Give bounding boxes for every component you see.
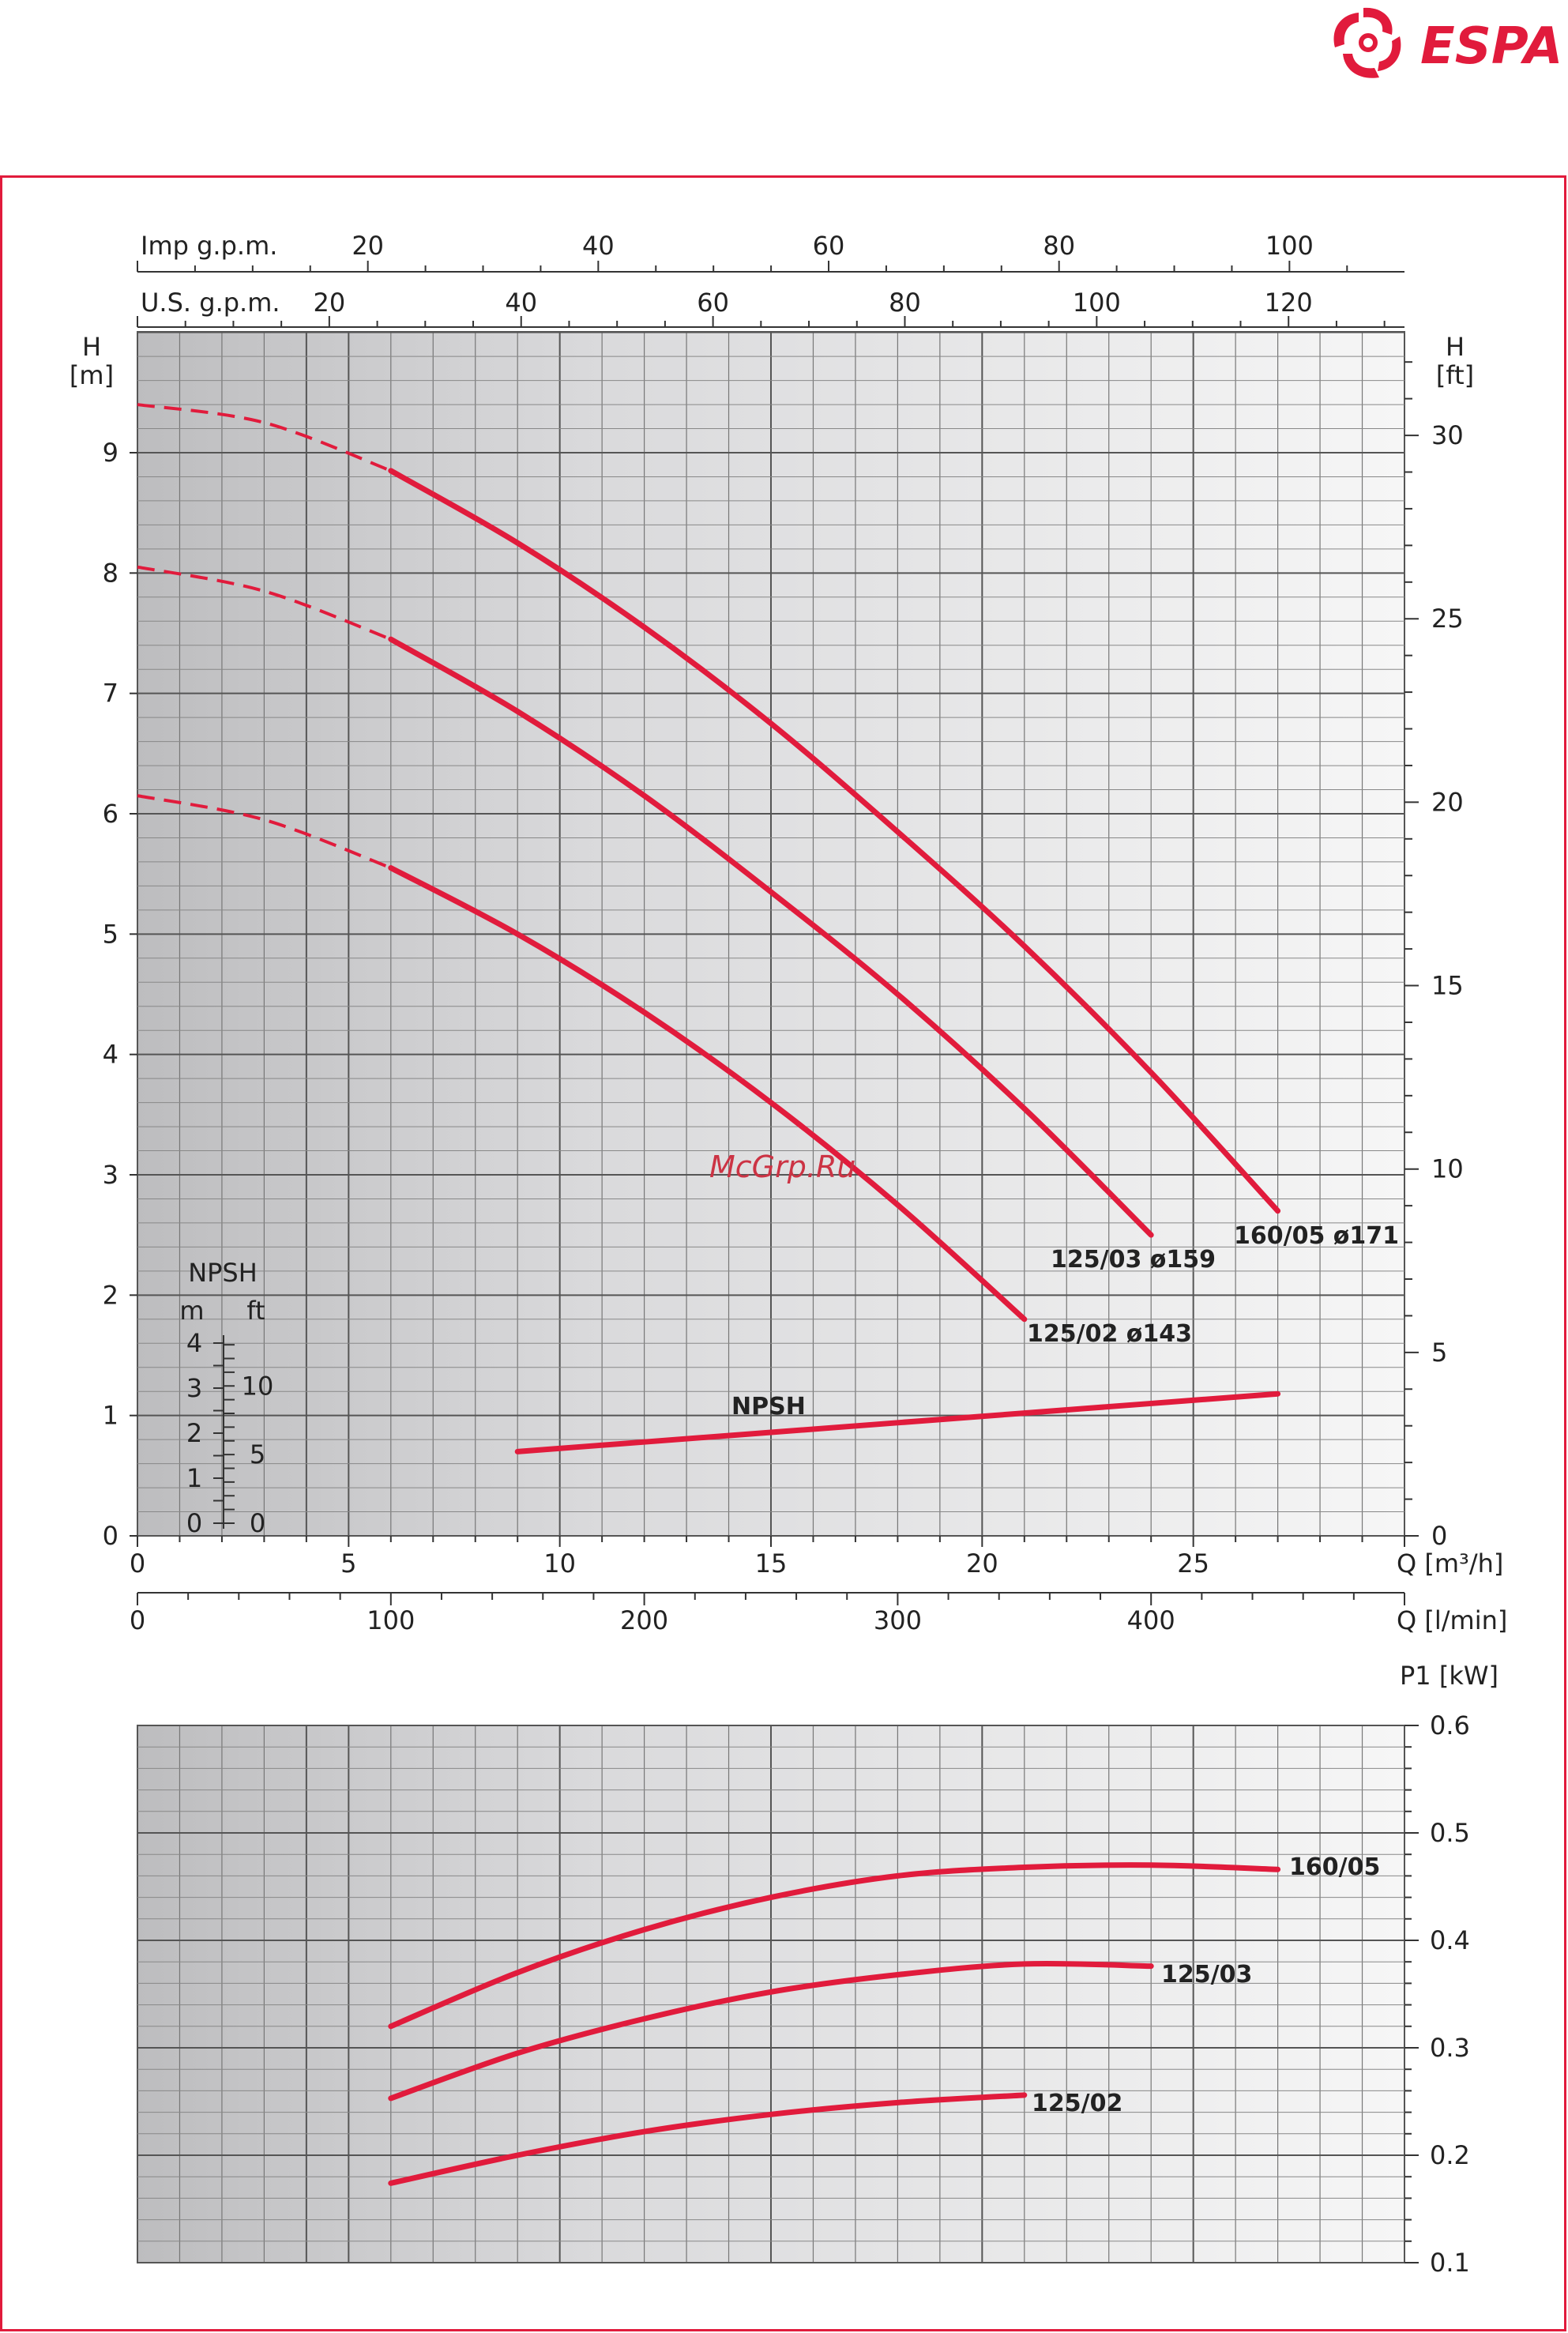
y-left-tick-label: 2 xyxy=(103,1280,118,1310)
lmin-tick-label: 300 xyxy=(874,1605,922,1635)
y-left-axis-unit: [m] xyxy=(70,360,114,390)
x-axis-title: Q [m³/h] xyxy=(1397,1548,1503,1579)
npsh-m-tick-label: 3 xyxy=(186,1373,202,1403)
npsh-curve xyxy=(514,1390,1281,1454)
us-gpm-tick-label: 20 xyxy=(314,288,346,318)
series-label: 160/05 ø171 xyxy=(1234,1222,1399,1250)
power-y-tick-label: 0.2 xyxy=(1430,2140,1470,2170)
y-left-tick-label: 0 xyxy=(103,1521,118,1551)
y-left-tick-label: 8 xyxy=(103,558,118,588)
power-y-tick-label: 0.4 xyxy=(1430,1925,1470,1955)
x-tick-label: 5 xyxy=(340,1548,356,1579)
us-gpm-axis-title: U.S. g.p.m. xyxy=(141,288,280,318)
series-label: 160/05 xyxy=(1289,1853,1380,1881)
watermark: McGrp.Ru xyxy=(709,1150,855,1184)
series-label: NPSH xyxy=(731,1393,806,1420)
espa-logo: ESPA xyxy=(1333,7,1562,78)
power-y-axis-title: P1 [kW] xyxy=(1400,1661,1498,1691)
npsh-scale-title: NPSH xyxy=(188,1258,258,1288)
lmin-axis-title: Q [l/min] xyxy=(1397,1605,1507,1635)
imp-gpm-tick-label: 100 xyxy=(1265,231,1314,261)
head-curve-dashed xyxy=(137,794,392,870)
us-gpm-tick-label: 100 xyxy=(1073,288,1121,318)
imp-gpm-axis-title: Imp g.p.m. xyxy=(141,231,277,261)
y-right-tick-label: 30 xyxy=(1431,420,1464,450)
chart-frame xyxy=(0,175,1566,2331)
lmin-tick-label: 400 xyxy=(1127,1605,1175,1635)
power-curve xyxy=(388,2092,1028,2186)
x-tick-label: 0 xyxy=(130,1548,145,1579)
power-y-tick-label: 0.1 xyxy=(1430,2248,1470,2278)
y-left-tick-label: 9 xyxy=(103,438,118,468)
lmin-tick-label: 100 xyxy=(367,1605,415,1635)
head-curve xyxy=(388,865,1028,1323)
npsh-ft-tick-label: 5 xyxy=(250,1439,265,1469)
y-right-tick-label: 25 xyxy=(1431,604,1464,634)
power-curve xyxy=(388,1960,1154,2102)
y-left-tick-label: 4 xyxy=(103,1040,118,1070)
impeller-icon xyxy=(1333,7,1401,78)
npsh-scale-m-label: m xyxy=(179,1296,204,1326)
y-left-tick-label: 1 xyxy=(103,1401,118,1431)
npsh-scale-ft-label: ft xyxy=(246,1296,265,1326)
us-gpm-tick-label: 60 xyxy=(697,288,729,318)
x-tick-label: 10 xyxy=(543,1548,576,1579)
y-left-tick-label: 7 xyxy=(103,679,118,709)
imp-gpm-tick-label: 20 xyxy=(352,231,384,261)
series-label: 125/03 ø159 xyxy=(1051,1246,1216,1274)
imp-gpm-tick-label: 60 xyxy=(813,231,845,261)
y-right-tick-label: 15 xyxy=(1431,971,1464,1001)
y-left-tick-label: 5 xyxy=(103,919,118,949)
power-curve xyxy=(388,1862,1281,2030)
x-tick-label: 25 xyxy=(1177,1548,1209,1579)
lmin-tick-label: 0 xyxy=(130,1605,145,1635)
head-curve-dashed xyxy=(137,403,392,472)
npsh-ft-tick-label: 10 xyxy=(242,1371,274,1401)
us-gpm-tick-label: 120 xyxy=(1265,288,1313,318)
npsh-m-tick-label: 0 xyxy=(186,1508,202,1538)
npsh-ft-tick-label: 0 xyxy=(250,1508,265,1538)
y-right-tick-label: 10 xyxy=(1431,1154,1464,1184)
x-tick-label: 20 xyxy=(966,1548,998,1579)
y-left-tick-label: 3 xyxy=(103,1160,118,1190)
y-left-axis-title: H xyxy=(82,332,101,362)
y-right-axis-unit: [ft] xyxy=(1436,360,1474,390)
power-y-tick-label: 0.3 xyxy=(1430,2033,1470,2063)
us-gpm-tick-label: 80 xyxy=(889,288,921,318)
y-right-axis-title: H xyxy=(1446,332,1465,362)
head-curve xyxy=(388,468,1281,1214)
series-label: 125/03 xyxy=(1161,1961,1252,1989)
y-right-tick-label: 5 xyxy=(1431,1338,1447,1368)
x-tick-label: 15 xyxy=(755,1548,788,1579)
imp-gpm-tick-label: 40 xyxy=(582,231,615,261)
power-y-tick-label: 0.6 xyxy=(1430,1710,1470,1740)
npsh-m-tick-label: 2 xyxy=(186,1418,202,1448)
head-curve xyxy=(388,636,1154,1238)
y-right-tick-label: 0 xyxy=(1431,1521,1447,1551)
y-right-tick-label: 20 xyxy=(1431,787,1464,817)
y-left-tick-label: 6 xyxy=(103,799,118,829)
espa-wordmark: ESPA xyxy=(1420,17,1562,76)
us-gpm-tick-label: 40 xyxy=(505,288,537,318)
npsh-m-tick-label: 1 xyxy=(186,1463,202,1493)
lmin-tick-label: 200 xyxy=(620,1605,668,1635)
imp-gpm-tick-label: 80 xyxy=(1043,231,1075,261)
series-label: 125/02 ø143 xyxy=(1027,1320,1192,1348)
head-curve-dashed xyxy=(137,565,392,641)
power-y-tick-label: 0.5 xyxy=(1430,1818,1470,1848)
series-label: 125/02 xyxy=(1032,2090,1122,2117)
npsh-m-tick-label: 4 xyxy=(186,1328,202,1358)
